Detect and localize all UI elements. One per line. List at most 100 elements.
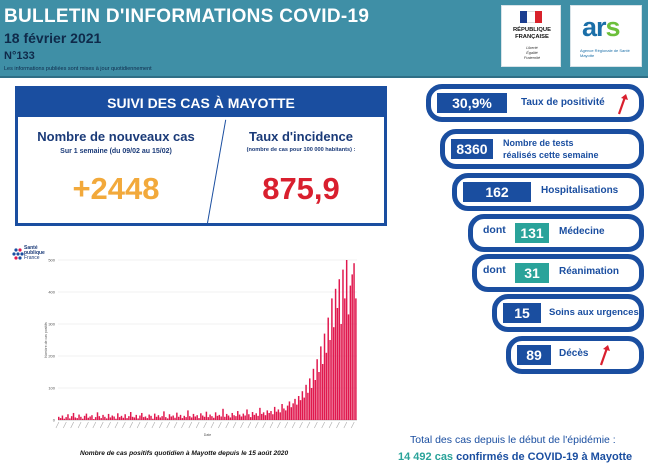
chart-bar (74, 417, 77, 420)
chart-bar (227, 415, 230, 420)
chart-xtick-mark (85, 421, 89, 429)
reanimation-card: dont 31 Réanimation (472, 254, 644, 292)
chart-bar (177, 416, 180, 420)
new-cases-value: +2448 (72, 171, 160, 206)
chart-bar (270, 411, 272, 420)
chart-xtick-mark (70, 421, 74, 429)
update-note: Les informations publiées sont mises à j… (4, 66, 152, 72)
chart-xtick-mark (99, 421, 104, 429)
reanimation-label: Réanimation (559, 266, 620, 277)
chart-bar (253, 414, 256, 420)
chart-bar (203, 416, 206, 420)
medecine-prefix: dont (483, 224, 506, 236)
chart-bar (261, 413, 263, 420)
tests-value: 8360 (451, 139, 493, 159)
chart-bar (153, 413, 156, 420)
chart-bar (133, 417, 136, 420)
chart-bar (174, 417, 176, 420)
tests-label: Nombre de tests réalisés cette semaine (503, 137, 599, 161)
chart-xtick-mark (122, 421, 126, 429)
chart-bar (272, 414, 274, 420)
chart-bar (69, 418, 71, 420)
chart-bar (329, 340, 331, 420)
chart-bar (58, 416, 60, 420)
chart-bar (115, 418, 117, 420)
incidence-subtitle: (nombre de cas pour 100 000 habitants) : (246, 147, 356, 153)
chart-bar (109, 417, 112, 420)
chart-bar (144, 416, 147, 420)
chart-xtick-mark (151, 421, 156, 429)
chart-bar (113, 416, 115, 420)
chart-bar (327, 317, 329, 420)
chart-bar (200, 413, 202, 420)
chart-xtick-mark (144, 421, 148, 429)
chart-ytick-label: 300 (48, 322, 55, 327)
bulletin-date: 18 février 2021 (4, 30, 102, 46)
chart-bar (152, 418, 154, 420)
chart-bar (111, 415, 113, 420)
chart-bar (129, 412, 132, 420)
chart-bar (316, 359, 318, 420)
chart-bar (157, 415, 160, 420)
tests-card: 8360 Nombre de tests réalisés cette sema… (440, 129, 644, 169)
chart-bar (89, 416, 91, 420)
chart-bar (237, 411, 239, 420)
sp-line3: France (24, 255, 40, 261)
reanimation-value: 31 (515, 263, 549, 283)
chart-bar (336, 308, 339, 420)
sp-line1: Santé (24, 245, 38, 251)
chart-bar (334, 288, 337, 420)
chart-bar (320, 346, 322, 420)
chart-bar (235, 416, 237, 420)
chart-xtick-mark (63, 421, 67, 429)
chart-bar (314, 380, 317, 420)
chart-bar (198, 418, 200, 420)
chart-bar (185, 417, 187, 420)
chart-bar (137, 418, 139, 420)
chart-bar (218, 414, 221, 420)
ars-wordmark-ar: ar (582, 12, 607, 42)
chart-bar (124, 414, 126, 420)
chart-bar (285, 410, 287, 420)
chart-bar (96, 412, 99, 420)
chart-xtick-mark (269, 421, 274, 429)
medecine-label: Médecine (559, 226, 605, 237)
hospitalisations-card: 162 Hospitalisations (452, 173, 644, 211)
chart-bar (224, 416, 226, 420)
chart-bar (333, 327, 335, 420)
chart-xtick-mark (188, 421, 193, 429)
chart-bar (297, 396, 300, 420)
chart-bar (207, 417, 209, 420)
chart-bar (264, 415, 267, 420)
header-banner: BULLETIN D'INFORMATIONS COVID-19 18 févr… (0, 0, 648, 78)
chart-bar (342, 269, 344, 420)
chart-bar (94, 417, 97, 420)
chart-xtick-mark (129, 421, 134, 429)
chart-bar (310, 388, 313, 420)
medecine-value: 131 (515, 223, 549, 243)
chart-xtick-mark (225, 421, 229, 429)
chart-xtick-mark (55, 421, 60, 429)
chart-bar (246, 409, 248, 420)
reanimation-prefix: dont (483, 264, 506, 276)
new-cases-title: Nombre de nouveaux cas (37, 129, 195, 144)
chart-bar (76, 418, 78, 420)
chart-bar (262, 412, 265, 420)
chart-bar (63, 418, 66, 420)
chart-xtick-mark (210, 421, 215, 429)
chart-bar (107, 413, 110, 420)
chart-bar (67, 414, 69, 420)
chart-bar (187, 410, 189, 420)
chart-xtick-mark (328, 421, 333, 429)
urgences-value: 15 (503, 303, 541, 323)
chart-xtick-mark (107, 421, 111, 429)
chart-bar (309, 378, 311, 420)
chart-bar (292, 403, 294, 420)
chart-bar (214, 412, 217, 420)
chart-bar (150, 415, 152, 420)
positivity-label: Taux de positivité (521, 97, 605, 108)
chart-bar (213, 417, 215, 420)
chart-ytick-label: 400 (48, 290, 55, 295)
chart-ylabel: Nombre de cas positifs (44, 322, 48, 358)
